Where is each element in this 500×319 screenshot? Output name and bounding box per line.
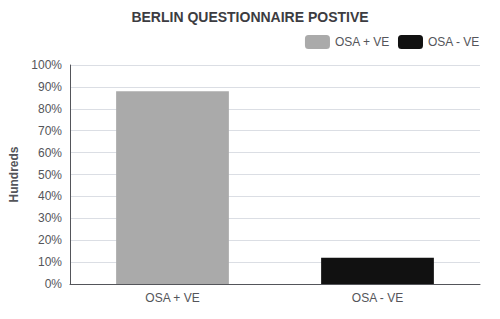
svg-text:50%: 50% bbox=[38, 168, 62, 182]
svg-text:BERLIN QUESTIONNAIRE POSTIVE: BERLIN QUESTIONNAIRE POSTIVE bbox=[131, 9, 368, 25]
svg-text:0%: 0% bbox=[45, 277, 63, 291]
svg-text:40%: 40% bbox=[38, 189, 62, 203]
svg-text:20%: 20% bbox=[38, 233, 62, 247]
svg-text:90%: 90% bbox=[38, 80, 62, 94]
svg-text:OSA - VE: OSA - VE bbox=[428, 35, 479, 49]
svg-text:30%: 30% bbox=[38, 211, 62, 225]
svg-text:60%: 60% bbox=[38, 146, 62, 160]
svg-text:OSA - VE: OSA - VE bbox=[352, 291, 403, 305]
svg-text:10%: 10% bbox=[38, 255, 62, 269]
svg-text:OSA + VE: OSA + VE bbox=[145, 291, 199, 305]
svg-text:80%: 80% bbox=[38, 102, 62, 116]
svg-text:OSA + VE: OSA + VE bbox=[335, 35, 389, 49]
svg-text:70%: 70% bbox=[38, 124, 62, 138]
svg-text:100%: 100% bbox=[31, 58, 62, 72]
svg-text:Hundreds: Hundreds bbox=[7, 146, 21, 202]
